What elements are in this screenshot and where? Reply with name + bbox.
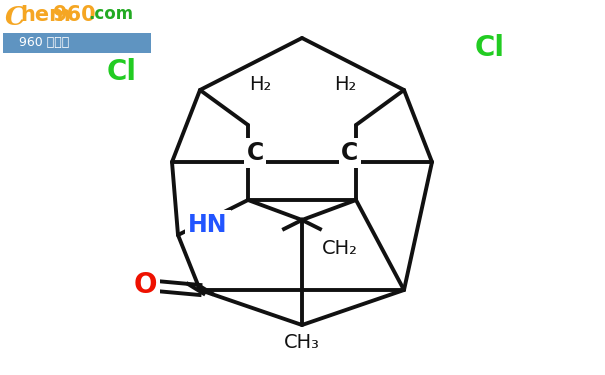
Text: .com: .com <box>88 5 133 23</box>
Text: H₂: H₂ <box>334 75 356 94</box>
Text: Cl: Cl <box>475 34 505 62</box>
Text: HN: HN <box>188 213 227 237</box>
Text: C: C <box>341 141 359 165</box>
Text: CH₃: CH₃ <box>284 333 320 351</box>
Text: C: C <box>246 141 264 165</box>
Text: 960: 960 <box>53 5 97 25</box>
Text: CH₂: CH₂ <box>322 238 358 258</box>
Text: Cl: Cl <box>107 58 137 86</box>
Text: H₂: H₂ <box>249 75 271 94</box>
Text: 960 化工网: 960 化工网 <box>19 36 69 50</box>
Bar <box>3 33 151 53</box>
Text: C: C <box>5 5 26 30</box>
Text: O: O <box>133 271 157 299</box>
Text: hem: hem <box>20 5 71 25</box>
